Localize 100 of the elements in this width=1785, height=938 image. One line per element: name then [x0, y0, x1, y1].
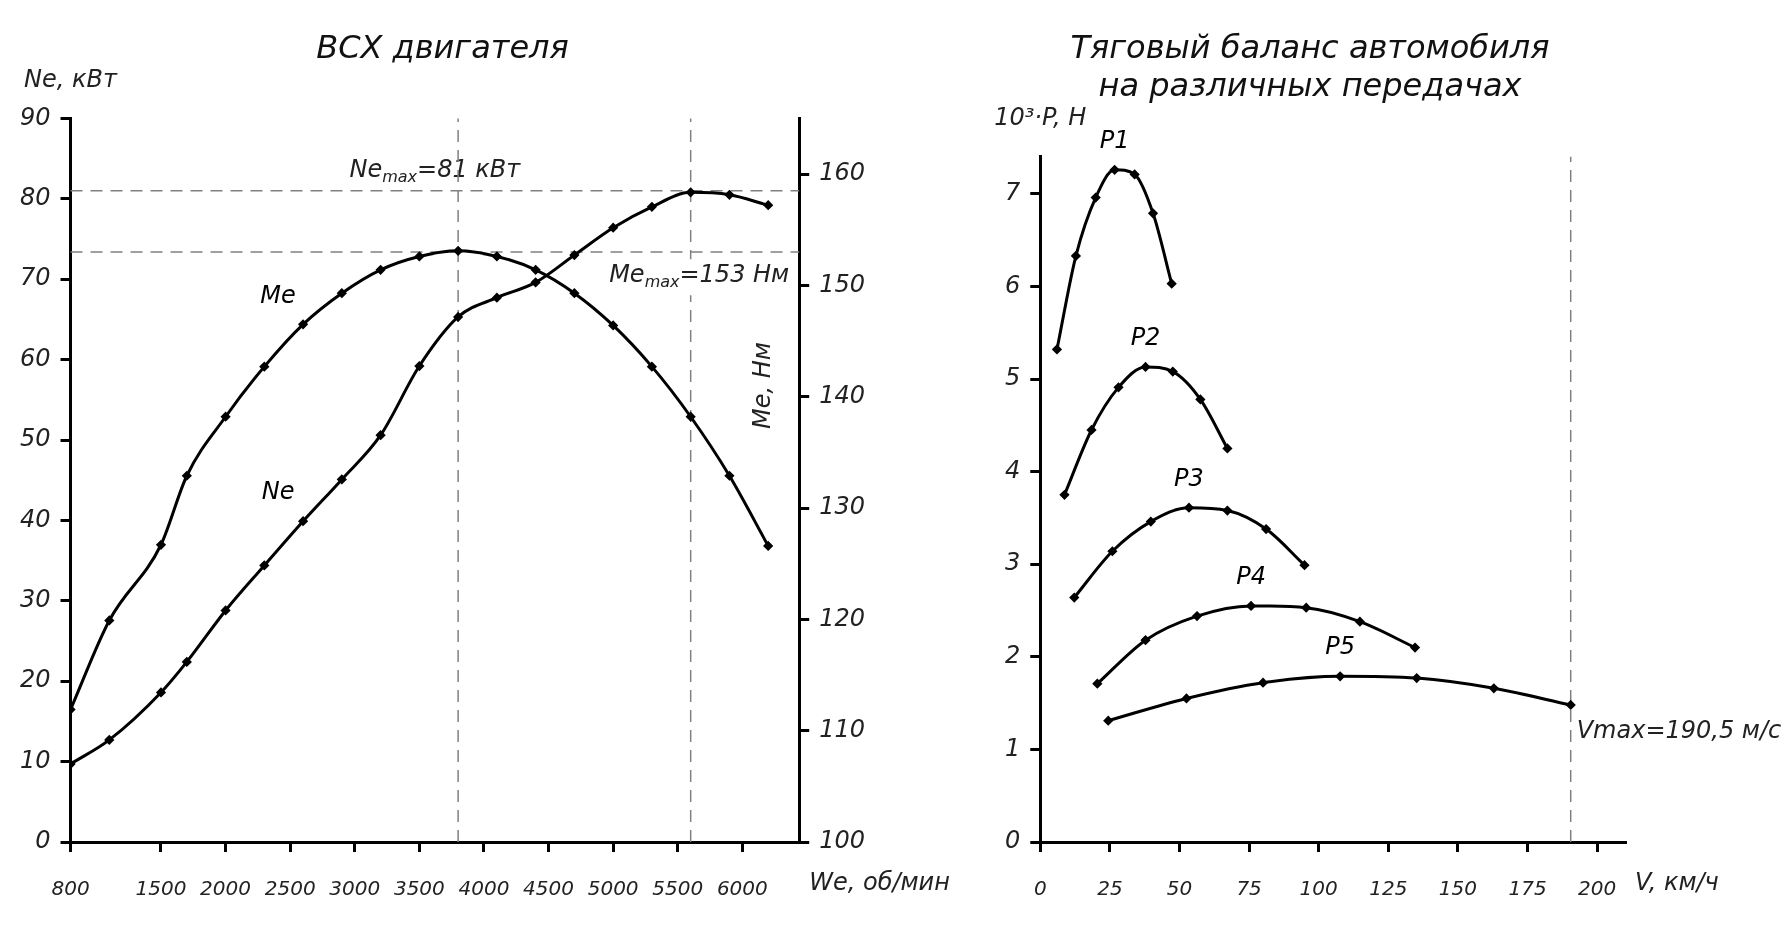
series-label: P4 — [1236, 562, 1266, 591]
x-tick-label: 150 — [1438, 876, 1478, 901]
point — [1071, 251, 1081, 261]
x-tick-label: 125 — [1369, 876, 1408, 901]
y-tick-label: 4 — [1004, 455, 1021, 484]
point — [414, 361, 424, 371]
y-tick-label: 20 — [19, 665, 51, 694]
point — [763, 541, 773, 551]
point — [104, 735, 114, 745]
point — [1107, 546, 1117, 556]
y2-tick-label: 100 — [819, 826, 865, 855]
point — [1110, 165, 1120, 175]
point — [1141, 635, 1151, 645]
point — [156, 687, 166, 697]
y2-tick-label: 160 — [819, 158, 865, 187]
y2-tick-label: 110 — [819, 714, 865, 743]
y2-tick-label: 130 — [819, 492, 865, 521]
x-tick-label: 200 — [1578, 876, 1617, 901]
point — [1258, 678, 1268, 688]
chart-title: ВСХ двигателя — [316, 27, 569, 66]
point — [1261, 524, 1271, 534]
y-tick-label: 70 — [19, 263, 51, 292]
y-axis-title: 10³·P, Н — [994, 103, 1087, 132]
point — [1192, 611, 1202, 621]
point — [337, 474, 347, 484]
x-tick-label: 5500 — [652, 876, 704, 901]
y-tick-label: 2 — [1004, 641, 1021, 670]
x-tick-label: 4000 — [458, 876, 510, 901]
point — [1246, 601, 1256, 611]
point — [1052, 344, 1062, 354]
x-tick-label: 2500 — [264, 876, 316, 901]
y-tick-label: 60 — [19, 343, 51, 372]
point — [1103, 716, 1113, 726]
point — [1091, 193, 1101, 203]
x-tick-label: 175 — [1508, 876, 1547, 901]
point — [156, 540, 166, 550]
series-label: P2 — [1130, 323, 1161, 352]
point — [1410, 643, 1420, 653]
point — [259, 560, 269, 570]
point — [1566, 700, 1576, 710]
y-axis-title: Ne, кВт — [24, 64, 119, 93]
x-tick-label: 6000 — [716, 876, 768, 901]
point — [492, 293, 502, 303]
y-tick-label: 80 — [19, 183, 51, 212]
point — [724, 471, 734, 481]
point — [647, 362, 657, 372]
point — [182, 657, 192, 667]
y-tick-label: 7 — [1004, 178, 1021, 207]
y-tick-label: 40 — [19, 504, 51, 533]
point — [453, 312, 463, 322]
series-label: P1 — [1099, 126, 1130, 154]
point — [492, 251, 502, 261]
point — [1092, 679, 1102, 689]
x-axis-title: V, км/ч — [1635, 868, 1719, 897]
point — [1412, 673, 1422, 683]
x-tick-label: 25 — [1097, 876, 1123, 901]
x-tick-label: 50 — [1166, 876, 1193, 901]
y2-tick-label: 150 — [819, 269, 865, 298]
point — [1222, 506, 1232, 516]
x-tick-label: 3000 — [329, 876, 381, 901]
point — [1069, 593, 1079, 603]
series-label: Me — [260, 280, 296, 309]
series-label: P3 — [1174, 463, 1204, 492]
point — [763, 200, 773, 210]
point — [1141, 362, 1151, 372]
point — [1301, 603, 1311, 613]
point — [1146, 517, 1156, 527]
point — [608, 320, 618, 330]
x-tick-label: 3500 — [393, 876, 445, 901]
x-tick-label: 800 — [51, 876, 90, 901]
point — [298, 516, 308, 526]
point — [608, 223, 618, 233]
point — [1130, 169, 1140, 179]
point — [1168, 367, 1178, 377]
y-tick-label: 10 — [19, 745, 51, 774]
y-tick-label: 5 — [1004, 363, 1021, 392]
point — [259, 362, 269, 372]
point — [376, 265, 386, 275]
point — [1087, 425, 1096, 435]
y-tick-label: 6 — [1004, 270, 1021, 299]
point — [531, 277, 541, 287]
point — [221, 605, 231, 615]
point — [1355, 617, 1365, 627]
point — [414, 251, 424, 261]
x-tick-label: 0 — [1033, 876, 1047, 901]
chart-title: Тяговый баланс автомобиля на различных передачах — [1070, 27, 1550, 104]
x-tick-label: 1500 — [135, 876, 187, 901]
point — [298, 319, 308, 329]
point — [1184, 503, 1194, 513]
point — [1059, 490, 1069, 500]
point — [686, 187, 696, 197]
x-tick-label: 4500 — [523, 876, 575, 901]
y2-axis-title: Me, Нм — [748, 342, 777, 430]
point — [104, 615, 114, 625]
point — [376, 430, 386, 440]
y-tick-label: 30 — [19, 585, 51, 614]
y2-tick-label: 120 — [819, 603, 865, 632]
x-tick-label: 5000 — [587, 876, 639, 901]
point — [182, 471, 192, 481]
point — [569, 288, 579, 298]
